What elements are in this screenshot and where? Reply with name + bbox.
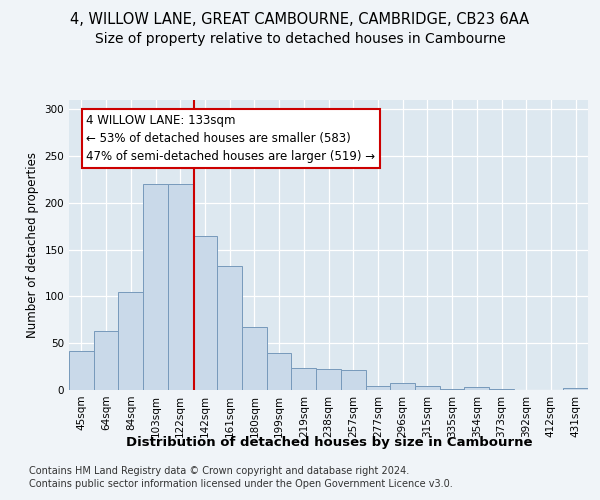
Bar [316,370,341,390]
Text: 4 WILLOW LANE: 133sqm
← 53% of detached houses are smaller (583)
47% of semi-det: 4 WILLOW LANE: 133sqm ← 53% of detached … [86,114,376,163]
Bar [341,370,365,390]
Bar [464,387,489,390]
Text: Contains public sector information licensed under the Open Government Licence v3: Contains public sector information licen… [29,479,452,489]
Bar [563,388,588,390]
Bar [390,384,415,390]
Bar [292,368,316,390]
Bar [193,236,217,390]
Y-axis label: Number of detached properties: Number of detached properties [26,152,39,338]
Bar [217,266,242,390]
Bar [242,328,267,390]
Text: Distribution of detached houses by size in Cambourne: Distribution of detached houses by size … [125,436,532,449]
Bar [489,389,514,390]
Bar [415,386,440,390]
Text: Size of property relative to detached houses in Cambourne: Size of property relative to detached ho… [95,32,505,46]
Bar [440,389,464,390]
Text: 4, WILLOW LANE, GREAT CAMBOURNE, CAMBRIDGE, CB23 6AA: 4, WILLOW LANE, GREAT CAMBOURNE, CAMBRID… [70,12,530,28]
Bar [69,350,94,390]
Bar [118,292,143,390]
Bar [168,184,193,390]
Bar [267,352,292,390]
Bar [94,331,118,390]
Bar [365,386,390,390]
Text: Contains HM Land Registry data © Crown copyright and database right 2024.: Contains HM Land Registry data © Crown c… [29,466,409,476]
Bar [143,184,168,390]
